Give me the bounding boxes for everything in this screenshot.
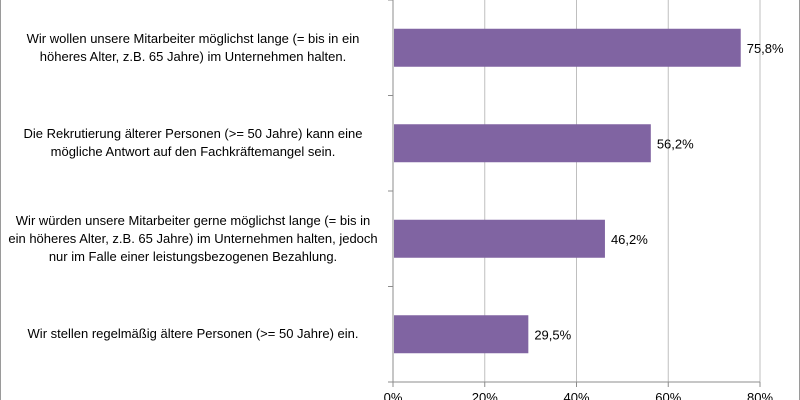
bar <box>394 28 741 67</box>
category-label: Wir stellen regelmäßig ältere Personen (… <box>27 326 359 342</box>
data-label: 29,5% <box>534 327 571 342</box>
bar <box>394 219 605 258</box>
data-label: 75,8% <box>747 41 784 56</box>
x-tick-label: 40% <box>563 390 589 400</box>
x-tick-label: 60% <box>655 390 681 400</box>
x-tick-label: 80% <box>747 390 773 400</box>
bar <box>394 124 651 163</box>
x-tick-label: 20% <box>472 390 498 400</box>
category-label: Wir wollen unsere Mitarbeiter möglichst … <box>26 30 360 64</box>
category-label: Die Rekrutierung älterer Personen (>= 50… <box>23 126 363 160</box>
category-label: Wir würden unsere Mitarbeiter gerne mögl… <box>8 212 378 264</box>
bar <box>394 315 529 354</box>
data-label: 46,2% <box>611 232 648 247</box>
x-tick-label: 0% <box>384 390 403 400</box>
data-label: 56,2% <box>657 136 694 151</box>
